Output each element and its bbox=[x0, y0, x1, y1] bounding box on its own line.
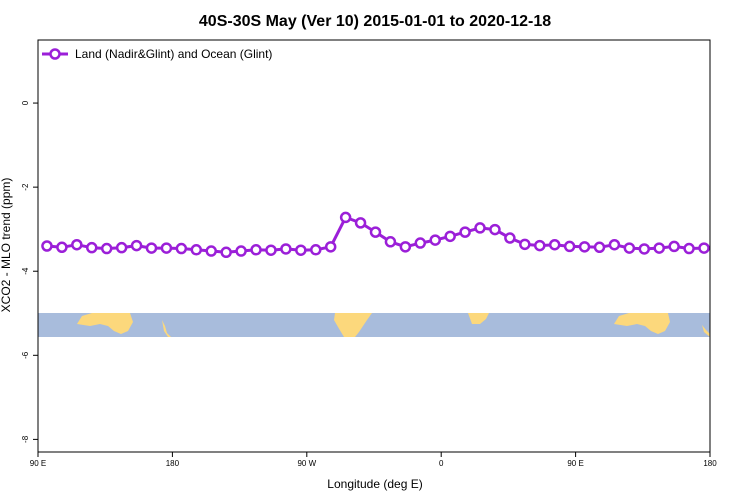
data-point bbox=[489, 223, 501, 236]
data-point bbox=[160, 242, 173, 254]
data-point bbox=[235, 245, 247, 257]
data-point bbox=[100, 242, 113, 255]
data-point bbox=[310, 244, 322, 256]
land-shapes bbox=[77, 313, 710, 337]
data-point bbox=[280, 243, 292, 255]
legend-marker-sample bbox=[49, 48, 61, 60]
data-point bbox=[190, 244, 203, 256]
data-point bbox=[354, 217, 367, 229]
plot-frame bbox=[37, 39, 711, 453]
x-tick-label: 90 E bbox=[30, 459, 46, 468]
y-axis-ticks: 0 -2 -4 -6 -8 bbox=[21, 100, 38, 443]
data-point bbox=[384, 236, 397, 248]
data-point bbox=[220, 246, 232, 259]
land-australia bbox=[77, 313, 133, 334]
data-point bbox=[175, 242, 188, 255]
data-point bbox=[56, 241, 68, 254]
x-tick-label: 90 W bbox=[297, 459, 316, 468]
series-layer bbox=[41, 211, 710, 259]
y-tick-label: -4 bbox=[21, 267, 30, 275]
data-point bbox=[459, 226, 471, 238]
data-point bbox=[653, 242, 665, 254]
data-point bbox=[548, 238, 561, 251]
x-axis-ticks: 90 E 180 90 W 0 90 E 180 bbox=[30, 452, 717, 468]
data-point bbox=[474, 222, 486, 234]
x-axis-label: Longitude (deg E) bbox=[327, 477, 422, 491]
data-point bbox=[578, 241, 591, 253]
data-point bbox=[504, 232, 516, 244]
data-point bbox=[86, 241, 98, 254]
x-tick-label: 180 bbox=[703, 459, 717, 468]
data-point bbox=[638, 243, 651, 255]
legend-entry-label: Land (Nadir&Glint) and Ocean (Glint) bbox=[75, 47, 272, 61]
data-point bbox=[698, 242, 710, 254]
data-point bbox=[265, 244, 277, 256]
data-point bbox=[608, 238, 621, 251]
data-point bbox=[429, 234, 441, 246]
data-point bbox=[41, 240, 53, 252]
data-point bbox=[399, 241, 412, 253]
data-point bbox=[250, 244, 262, 256]
data-point bbox=[145, 242, 158, 254]
data-point bbox=[115, 241, 128, 254]
data-point bbox=[534, 239, 546, 252]
y-axis-label: XCO2 - MLO trend (ppm) bbox=[0, 178, 13, 313]
data-point bbox=[563, 240, 576, 253]
y-tick-label: 0 bbox=[21, 100, 30, 105]
data-point bbox=[593, 241, 606, 254]
land-southern-africa bbox=[468, 313, 489, 324]
land-south-america bbox=[334, 313, 372, 337]
x-tick-label: 90 E bbox=[567, 459, 583, 468]
data-point bbox=[369, 226, 382, 238]
x-tick-label: 0 bbox=[439, 459, 444, 468]
data-point bbox=[130, 239, 143, 252]
y-tick-label: -2 bbox=[21, 183, 30, 191]
legend: Land (Nadir&Glint) and Ocean (Glint) bbox=[42, 47, 272, 61]
ocean-band bbox=[38, 313, 710, 337]
data-point bbox=[519, 238, 531, 251]
data-point bbox=[683, 242, 695, 255]
data-point bbox=[71, 238, 83, 251]
chart-title: 40S-30S May (Ver 10) 2015-01-01 to 2020-… bbox=[199, 13, 551, 30]
data-point bbox=[668, 240, 680, 253]
data-point bbox=[324, 241, 337, 253]
data-point bbox=[414, 237, 427, 249]
land-new-zealand-repeat bbox=[702, 325, 710, 337]
data-point bbox=[339, 211, 352, 224]
data-point bbox=[205, 245, 217, 257]
y-tick-label: -8 bbox=[21, 435, 30, 443]
data-point bbox=[295, 244, 307, 256]
data-point bbox=[444, 230, 456, 243]
land-australia-repeat bbox=[614, 313, 670, 334]
map-strip bbox=[38, 313, 710, 337]
x-tick-label: 180 bbox=[166, 459, 180, 468]
y-tick-label: -6 bbox=[21, 351, 30, 359]
data-point bbox=[623, 242, 636, 254]
land-new-zealand bbox=[162, 320, 171, 337]
